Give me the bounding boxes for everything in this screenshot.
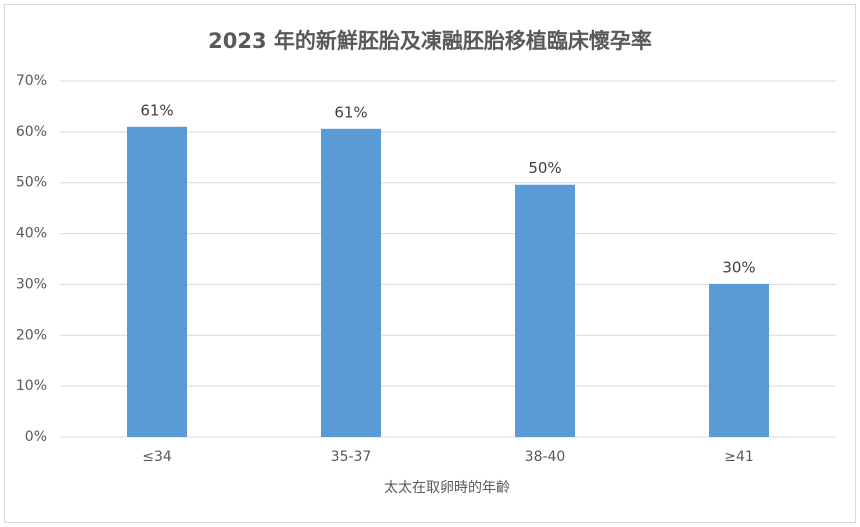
x-tick-label: 38-40 xyxy=(525,449,566,465)
y-tick-label: 70% xyxy=(16,73,47,89)
bar xyxy=(515,184,575,437)
y-tick-label: 50% xyxy=(16,175,47,191)
x-tick-label: 35-37 xyxy=(331,449,372,465)
x-tick-label: ≤34 xyxy=(142,449,172,465)
y-tick-label: 60% xyxy=(16,124,47,140)
value-label: 61% xyxy=(334,103,367,121)
y-tick-label: 10% xyxy=(16,378,47,394)
bar xyxy=(127,126,187,438)
x-axis-label: 太太在取卵時的年齡 xyxy=(384,480,510,496)
y-tick-label: 0% xyxy=(25,429,47,445)
x-tick-label: ≥41 xyxy=(724,449,754,465)
y-tick-label: 20% xyxy=(16,327,47,343)
value-label: 61% xyxy=(140,101,173,119)
y-tick-label: 30% xyxy=(16,276,47,292)
y-tick-label: 40% xyxy=(16,226,47,242)
bar xyxy=(709,283,769,437)
value-label: 50% xyxy=(528,159,561,177)
value-label: 30% xyxy=(722,258,755,276)
bar xyxy=(321,128,381,437)
chart-title: 2023 年的新鮮胚胎及凍融胚胎移植臨床懷孕率 xyxy=(208,29,652,53)
